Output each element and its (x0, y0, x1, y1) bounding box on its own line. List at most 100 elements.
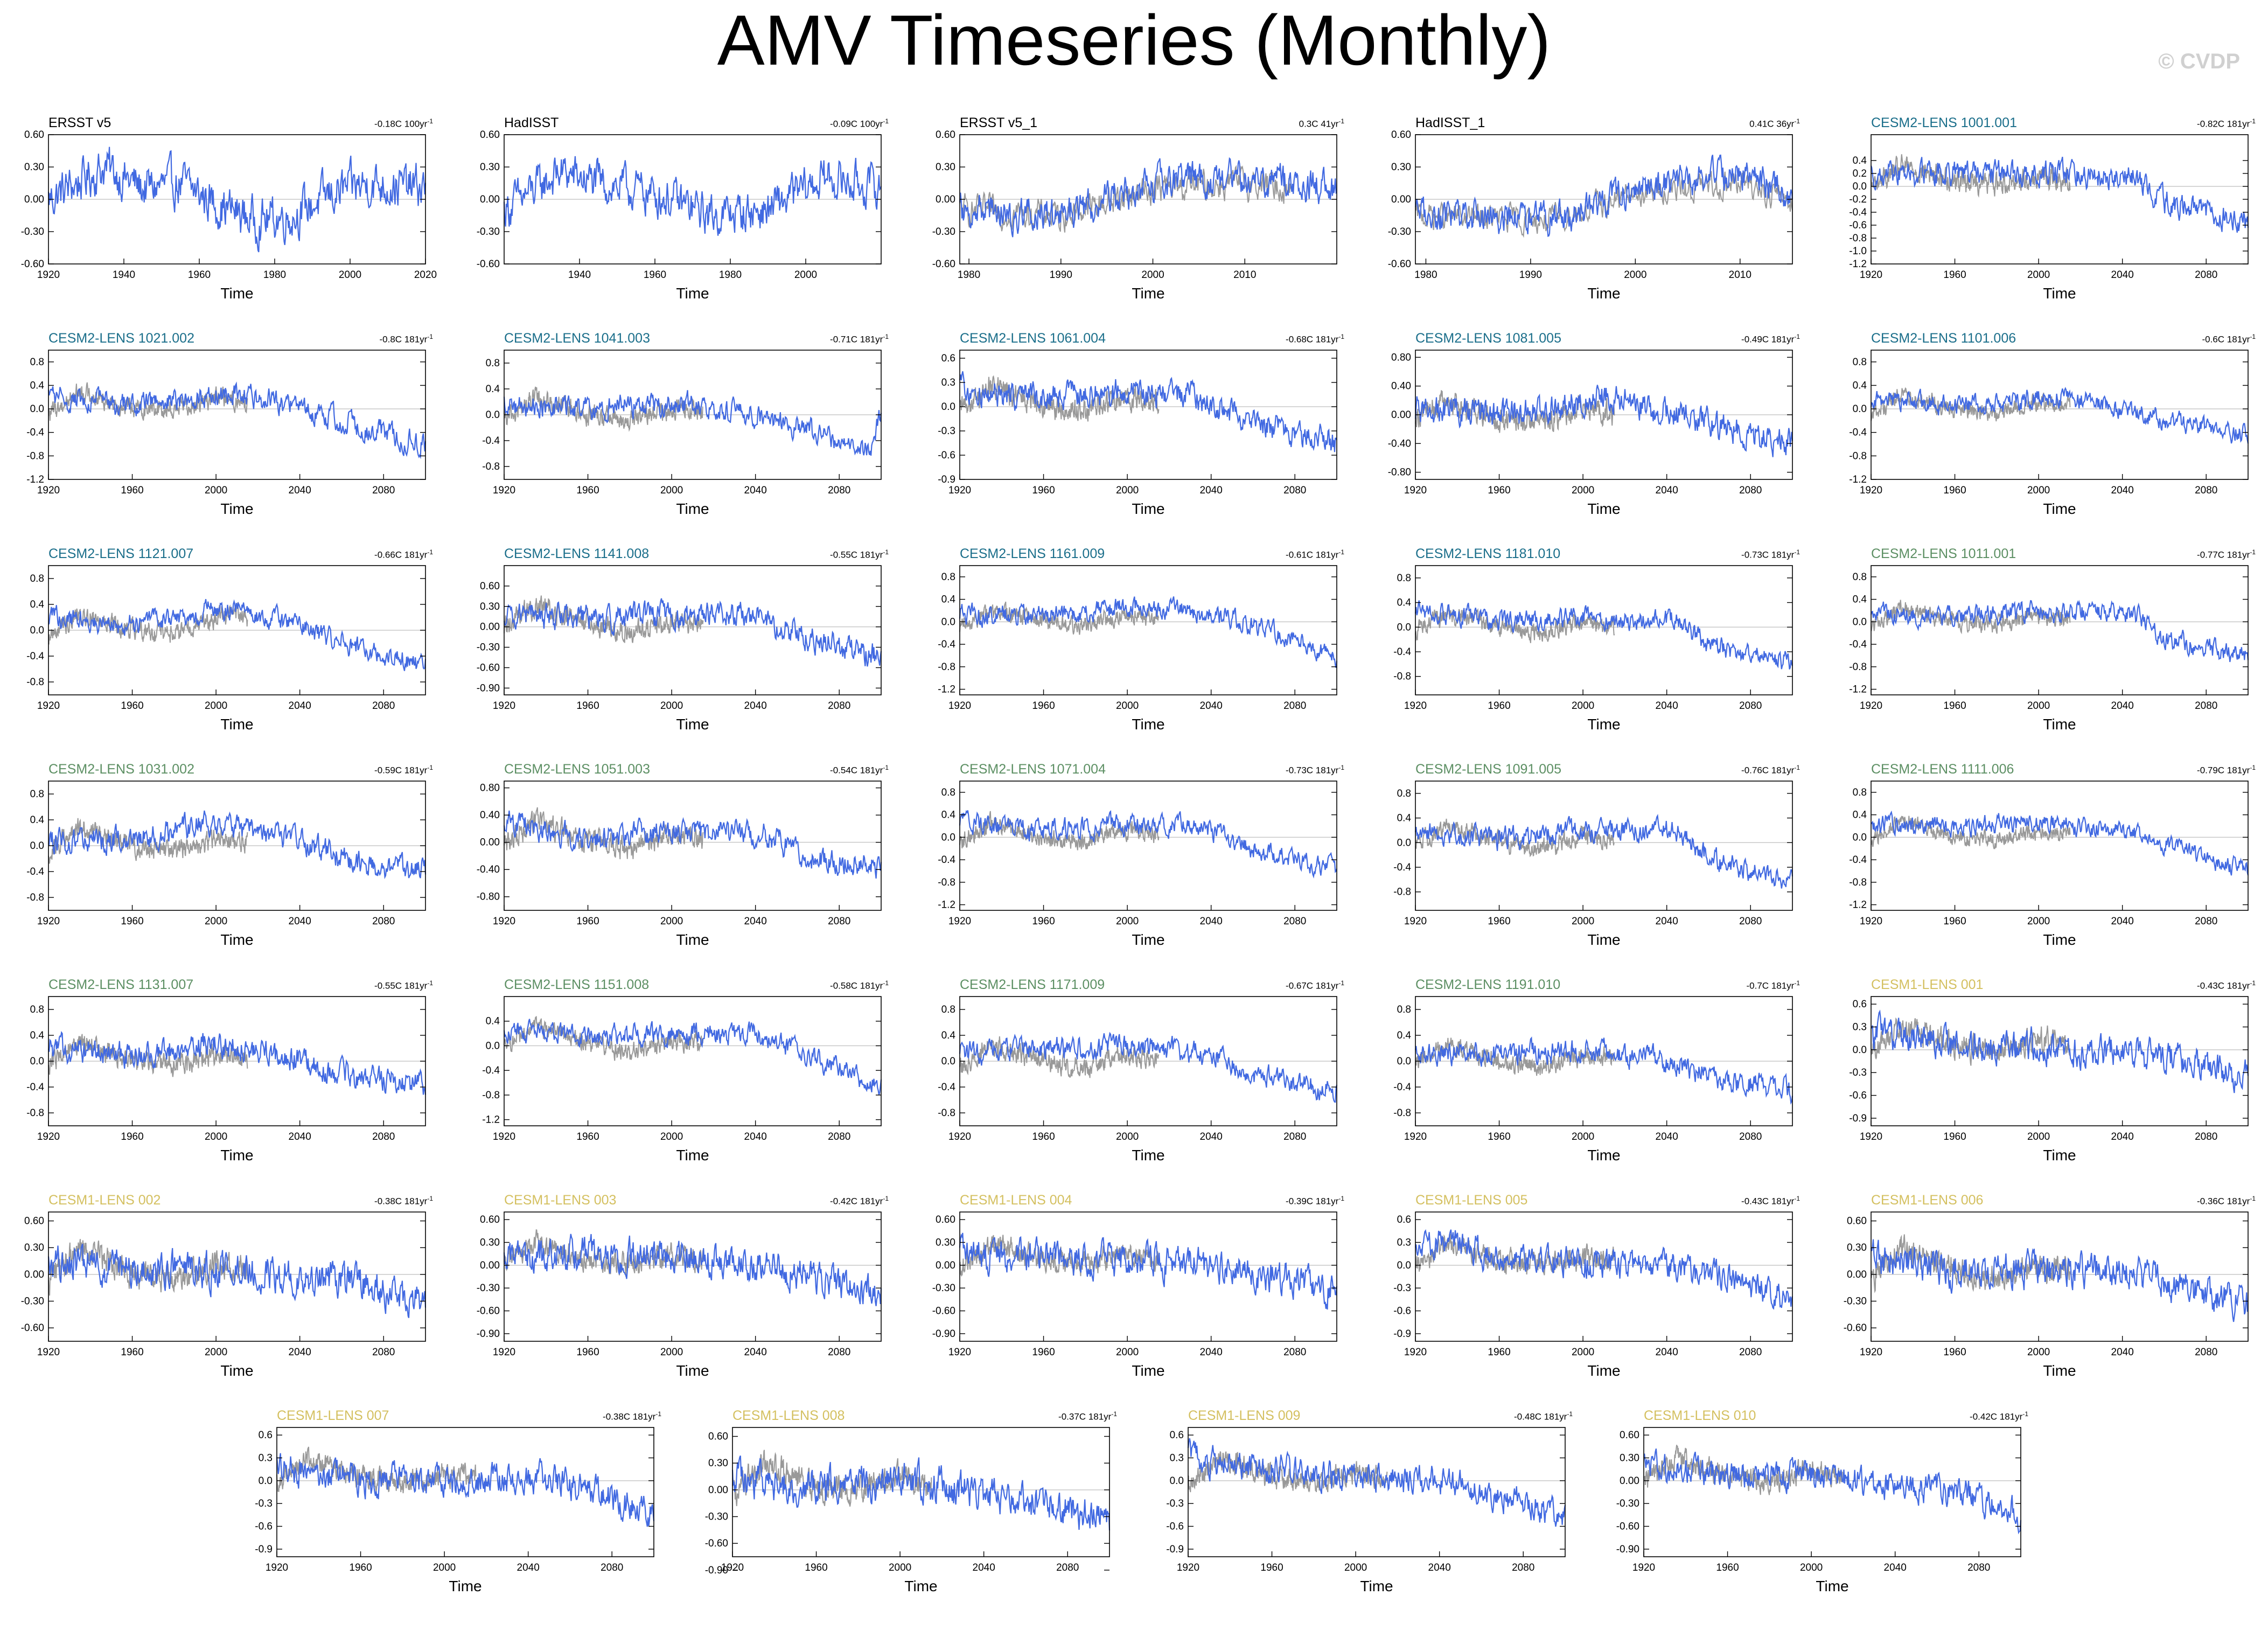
x-axis-label: Time (676, 716, 709, 733)
x-tick-label: 1960 (1488, 1131, 1510, 1143)
trend-exponent: -1 (883, 979, 889, 987)
timeseries-panel: CESM2-LENS 1021.002 -0.8C 181yr-1 0.8 0.4 0.… (0, 323, 452, 539)
timeseries-panel: CESM1-LENS 003 -0.42C 181yr-1 0.60 0.30 0.00… (456, 1185, 908, 1401)
y-tick-label: 0.30 (1620, 1452, 1639, 1464)
y-tick-label: 0.0 (1853, 832, 1867, 843)
timeseries-plot: 0.8 0.4 0.0 -0.4 -0.8 -1.2 1920 1960 2000 2040 208… (1849, 781, 2249, 948)
plot-frame (504, 565, 882, 695)
timeseries-plot: 0.8 0.4 0.0 -0.4 -0.8 1920 1960 2000 2040 2080 Tim… (26, 781, 427, 948)
y-tick-label: -0.4 (26, 1082, 44, 1093)
x-tick-label: 1940 (113, 269, 135, 281)
plot-frame (1415, 781, 1793, 911)
x-tick-label: 1960 (121, 1347, 143, 1358)
trend-value: -0.55C 181yr (374, 980, 428, 991)
observed-series-line (48, 1034, 248, 1077)
model-series-line (47, 1243, 427, 1318)
y-tick-label: 0.6 (259, 1430, 273, 1441)
y-tick-label: 0.00 (1391, 409, 1411, 421)
x-tick-label: 2080 (372, 1347, 395, 1358)
trend-value: -0.42C 181yr (1970, 1411, 2023, 1422)
x-tick-label: 2040 (517, 1562, 540, 1573)
y-tick-label: 0.6 (1853, 999, 1867, 1010)
y-tick-label: -0.90 (477, 1328, 500, 1340)
x-tick-label: 2080 (2195, 269, 2217, 281)
trend-label: -0.8C 181yr-1 (380, 333, 434, 345)
timeseries-panel: CESM2-LENS 1141.008 -0.55C 181yr-1 0.60 0.3… (456, 539, 908, 754)
panel-title: CESM1-LENS 002 (48, 1193, 161, 1208)
timeseries-panel: CESM2-LENS 1191.010 -0.7C 181yr-1 0.8 0.4 0.… (1367, 970, 1819, 1185)
y-tick-label: 0.8 (941, 1004, 955, 1015)
y-tick-label: 0.4 (1853, 155, 1867, 166)
trend-value: -0.43C 181yr (1741, 1196, 1795, 1207)
panel-title: CESM2-LENS 1141.008 (504, 546, 650, 561)
x-tick-label: 2000 (205, 1347, 227, 1358)
trend-label: -0.68C 181yr-1 (1286, 333, 1344, 345)
panel-title: CESM1-LENS 004 (960, 1193, 1072, 1208)
y-tick-label: -0.40 (1388, 438, 1411, 449)
trend-exponent: -1 (1338, 764, 1344, 771)
panel-title: CESM1-LENS 008 (732, 1408, 845, 1423)
x-tick-label: 1920 (1177, 1562, 1199, 1573)
trend-label: -0.43C 181yr-1 (1741, 1195, 1800, 1207)
y-tick-label: -0.4 (1849, 207, 1867, 218)
y-tick-label: 0.60 (24, 129, 44, 141)
x-axis-label: Time (449, 1578, 481, 1594)
y-tick-label: -0.6 (255, 1521, 273, 1532)
y-tick-label: -1.2 (1849, 474, 1867, 485)
y-tick-label: 0.60 (936, 129, 955, 141)
x-tick-label: 2040 (1656, 485, 1678, 496)
x-tick-label: 2000 (794, 269, 817, 281)
panel-title: CESM2-LENS 1041.003 (504, 331, 650, 346)
trend-label: -0.43C 181yr-1 (2197, 979, 2256, 992)
y-tick-label: -0.9 (255, 1544, 273, 1555)
trend-exponent: -1 (1794, 117, 1800, 125)
timeseries-plot: 0.60 0.30 0.00 -0.30 -0.60 -0.90 1920 1960 2000 2… (477, 565, 882, 733)
x-tick-label: 2040 (973, 1562, 995, 1573)
observed-series-line (959, 601, 1160, 635)
trend-exponent: -1 (883, 117, 889, 125)
x-tick-label: 1920 (37, 700, 60, 712)
x-tick-label: 2080 (828, 916, 850, 927)
y-tick-label: -0.4 (1849, 854, 1867, 866)
trend-value: -0.58C 181yr (830, 980, 883, 991)
x-tick-label: 1920 (721, 1562, 744, 1573)
y-tick-label: 0.4 (30, 599, 45, 610)
x-tick-label: 1990 (1050, 269, 1072, 281)
model-series-line (1414, 813, 1794, 889)
trend-exponent: -1 (427, 333, 433, 340)
trend-exponent: -1 (1338, 117, 1344, 125)
y-tick-label: 0.3 (1170, 1452, 1184, 1464)
plot-frame (276, 1427, 654, 1557)
model-series-line (1414, 154, 1794, 238)
trend-value: -0.55C 181yr (830, 549, 883, 560)
timeseries-panel: ERSST v5 -0.18C 100yr-1 0.60 0.30 0.00 -0.30 -… (0, 108, 452, 323)
cvdp-watermark: © CVDP (2158, 50, 2240, 73)
x-tick-label: 1920 (1632, 1562, 1655, 1573)
y-tick-label: 0.0 (1170, 1475, 1184, 1487)
y-tick-label: 0.4 (941, 1030, 956, 1041)
timeseries-panel: CESM2-LENS 1151.008 -0.58C 181yr-1 0.4 0.0 -… (456, 970, 908, 1185)
x-tick-label: 1920 (37, 1131, 60, 1143)
x-tick-label: 2080 (1739, 485, 1762, 496)
plot-frame (1871, 996, 2249, 1126)
y-tick-label: 0.30 (936, 1237, 955, 1248)
y-tick-label: 0.0 (30, 1056, 44, 1067)
x-axis-label: Time (676, 285, 709, 302)
x-tick-label: 1920 (1860, 269, 1882, 281)
timeseries-panel: CESM1-LENS 009 -0.48C 181yr-1 0.6 0.3 0.0 -0.… (1140, 1401, 1592, 1616)
observed-series-line (1188, 1451, 1388, 1493)
x-axis-label: Time (1132, 1147, 1164, 1164)
model-series-line (1870, 156, 2249, 233)
x-tick-label: 2080 (1056, 1562, 1079, 1573)
timeseries-panel: CESM2-LENS 1101.006 -0.6C 181yr-1 0.8 0.4 0.… (1823, 323, 2268, 539)
y-tick-label: -0.9 (938, 474, 955, 485)
x-tick-label: 2000 (1116, 485, 1139, 496)
x-tick-label: 2000 (2027, 916, 2050, 927)
y-tick-label: -0.4 (482, 1065, 500, 1076)
y-tick-label: -0.2 (1849, 194, 1867, 205)
x-tick-label: 2000 (660, 1131, 683, 1143)
trend-value: -0.71C 181yr (830, 334, 883, 345)
y-tick-label: -0.30 (705, 1511, 728, 1523)
y-tick-label: -0.8 (482, 461, 500, 472)
timeseries-panel: CESM2-LENS 1171.009 -0.67C 181yr-1 0.8 0.4 0… (911, 970, 1364, 1185)
